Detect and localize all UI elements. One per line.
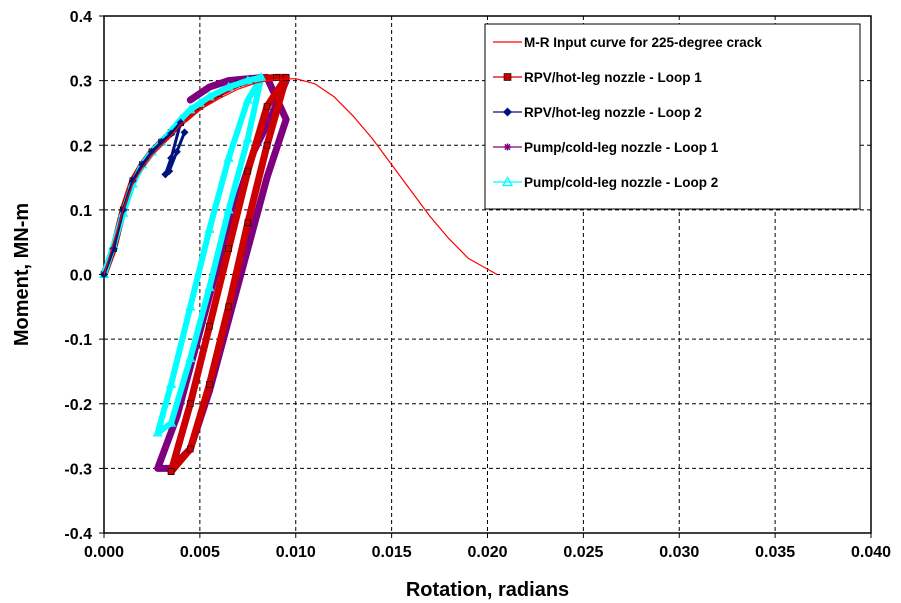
data-point-triangle xyxy=(223,81,234,91)
x-axis-title: Rotation, radians xyxy=(406,579,569,601)
data-point-triangle xyxy=(165,417,177,427)
y-tick-label: 0.0 xyxy=(70,268,92,285)
legend-box xyxy=(484,23,861,210)
x-tick-label: 0.030 xyxy=(659,544,699,561)
data-point-square xyxy=(167,468,175,475)
y-tick-label: 0.3 xyxy=(70,74,92,91)
x-tick-label: 0.025 xyxy=(563,544,603,561)
legend-label: RPV/hot-leg nozzle - Loop 1 xyxy=(524,70,702,85)
data-point-diamond xyxy=(128,176,137,185)
data-point-square xyxy=(503,73,512,81)
y-tick-label: 0.2 xyxy=(70,138,92,155)
data-point-square xyxy=(186,445,194,453)
data-point-triangle xyxy=(204,91,215,101)
x-tick-label: 0.035 xyxy=(755,544,795,561)
x-tick-label: 0.010 xyxy=(276,544,316,561)
y-tick-label: -0.3 xyxy=(64,461,92,478)
data-point-diamond xyxy=(167,154,176,163)
data-point-star xyxy=(504,143,511,151)
x-tick-label: 0.020 xyxy=(467,544,507,561)
data-point-triangle xyxy=(204,282,215,292)
data-point-star xyxy=(263,174,270,181)
legend-label: Pump/cold-leg nozzle - Loop 2 xyxy=(524,175,718,190)
data-point-star xyxy=(244,245,251,252)
data-point-triangle xyxy=(242,94,253,104)
legend-label: Pump/cold-leg nozzle - Loop 1 xyxy=(524,140,719,155)
data-point-star xyxy=(283,116,290,123)
data-point-square xyxy=(206,322,213,330)
data-point-triangle xyxy=(501,176,514,187)
series-1 xyxy=(103,78,498,276)
data-point-diamond xyxy=(176,118,185,127)
data-point-diamond xyxy=(172,147,181,156)
data-point-triangle xyxy=(242,133,253,143)
data-point-triangle xyxy=(256,72,267,82)
data-point-square xyxy=(206,381,213,388)
data-point-diamond xyxy=(165,167,174,176)
legend-item: RPV/hot-leg nozzle - Loop 2 xyxy=(493,105,702,120)
y-tick-label: 0.1 xyxy=(70,203,92,220)
y-tick-label: -0.1 xyxy=(64,332,92,349)
data-point-triangle xyxy=(223,204,234,214)
data-point-diamond xyxy=(138,160,147,169)
data-point-triangle xyxy=(185,353,196,363)
data-point-triangle xyxy=(185,104,196,114)
data-point-triangle xyxy=(223,152,234,162)
series-layer xyxy=(98,72,498,476)
legend-item: M-R Input curve for 225-degree crack xyxy=(493,35,762,50)
data-point-triangle xyxy=(152,427,163,437)
data-point-triangle xyxy=(194,97,205,107)
x-tick-label: 0.015 xyxy=(372,544,412,561)
data-point-square xyxy=(244,167,252,175)
y-tick-label: -0.2 xyxy=(64,397,92,414)
data-point-diamond xyxy=(503,107,512,117)
tick-labels: 0.000 0.005 0.010 0.015 0.020 0.025 0.030 0.035… xyxy=(64,9,891,561)
data-point-square xyxy=(263,141,271,149)
legend-item: Pump/cold-leg nozzle - Loop 2 xyxy=(493,175,718,190)
data-point-square xyxy=(225,245,232,252)
data-point-square xyxy=(273,74,280,81)
legend-item: Pump/cold-leg nozzle - Loop 1 xyxy=(493,140,719,155)
legend: M-R Input curve for 225-degree crack RPV/… xyxy=(484,23,861,210)
data-point-square xyxy=(263,103,271,110)
series-line xyxy=(103,78,498,276)
y-axis-title: Moment, MN-m xyxy=(11,203,33,346)
data-point-star xyxy=(187,97,194,104)
data-point-diamond xyxy=(180,128,189,137)
x-tick-label: 0.000 xyxy=(84,544,124,561)
data-point-square xyxy=(186,400,194,408)
data-point-square xyxy=(244,219,252,227)
legend-items: M-R Input curve for 225-degree crack RPV/… xyxy=(493,35,762,190)
x-tick-label: 0.040 xyxy=(851,544,891,561)
data-point-square xyxy=(282,74,290,81)
legend-label: RPV/hot-leg nozzle - Loop 2 xyxy=(524,105,702,120)
legend-item: RPV/hot-leg nozzle - Loop 1 xyxy=(493,70,702,85)
data-point-star xyxy=(206,84,213,91)
data-point-triangle xyxy=(242,75,253,85)
data-point-diamond xyxy=(167,129,176,138)
data-point-square xyxy=(225,303,232,311)
y-tick-label: -0.4 xyxy=(64,526,92,543)
y-tick-label: 0.4 xyxy=(70,9,92,26)
data-point-triangle xyxy=(204,223,215,233)
data-point-triangle xyxy=(165,379,177,389)
data-point-star xyxy=(154,465,161,472)
x-tick-label: 0.005 xyxy=(180,544,220,561)
legend-label: M-R Input curve for 225-degree crack xyxy=(524,35,762,50)
data-point-triangle xyxy=(185,301,196,311)
